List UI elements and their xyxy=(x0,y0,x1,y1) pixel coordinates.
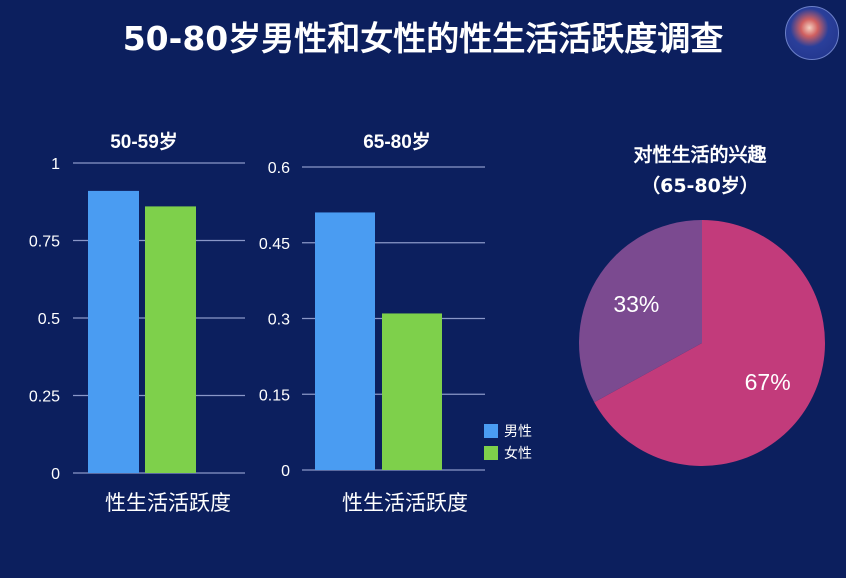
chart-title: 50-59岁 xyxy=(110,130,178,153)
pie-title: 对性生活的兴趣 xyxy=(633,143,767,166)
legend-swatch-male xyxy=(484,424,498,438)
y-tick-label: 0.25 xyxy=(29,389,60,406)
y-tick-label: 0.6 xyxy=(268,160,290,177)
y-tick-label: 0.75 xyxy=(29,234,60,251)
legend-label: 女性 xyxy=(504,445,532,462)
pie-slice-label: 67% xyxy=(745,369,791,395)
legend-swatch-female xyxy=(484,446,498,460)
logo xyxy=(785,6,839,60)
y-tick-label: 1 xyxy=(51,156,60,173)
x-axis-label: 性生活活跃度 xyxy=(105,491,231,515)
y-tick-label: 0.15 xyxy=(259,387,290,404)
y-tick-label: 0.45 xyxy=(259,236,290,253)
y-tick-label: 0 xyxy=(51,466,60,483)
page-title: 50-80岁男性和女性的性生活活跃度调查 xyxy=(122,19,724,58)
legend-label: 男性 xyxy=(504,424,532,440)
y-tick-label: 0 xyxy=(281,463,290,480)
y-tick-label: 0.3 xyxy=(268,312,290,329)
y-tick-label: 0.5 xyxy=(38,311,60,328)
chart-title: 65-80岁 xyxy=(363,130,431,153)
pie-slice-label: 33% xyxy=(613,291,659,317)
pie-subtitle: （65-80岁） xyxy=(641,174,759,197)
x-axis-label: 性生活活跃度 xyxy=(342,491,468,515)
pie-slice-0 xyxy=(594,220,825,466)
pie-slice-1 xyxy=(579,220,702,403)
bar-female xyxy=(145,206,196,473)
bar-male xyxy=(88,190,139,473)
bar-female xyxy=(382,313,442,470)
bar-male xyxy=(315,212,375,470)
